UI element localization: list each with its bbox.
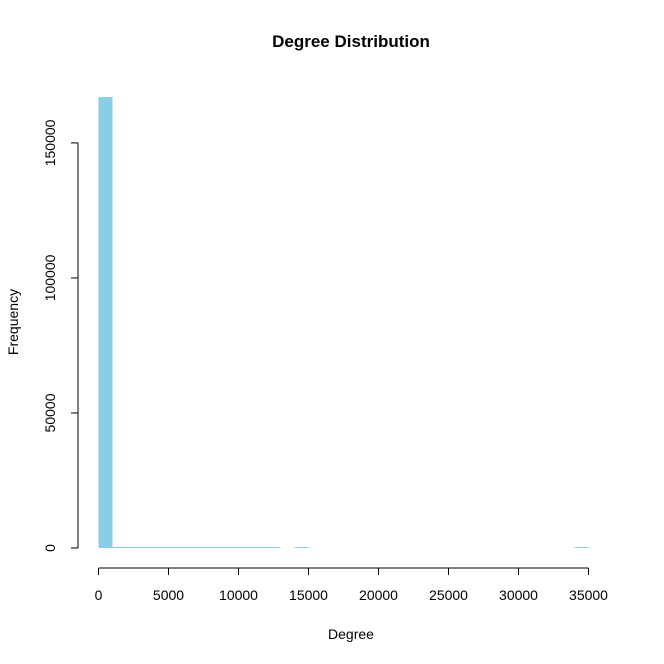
histogram-bar: [168, 547, 183, 548]
x-axis-label: Degree: [328, 626, 374, 642]
x-tick-label: 5000: [153, 587, 184, 603]
histogram-bar: [252, 547, 267, 548]
x-tick-label: 15000: [289, 587, 328, 603]
chart-title: Degree Distribution: [272, 32, 430, 51]
x-tick-label: 10000: [219, 587, 258, 603]
y-axis-label: Frequency: [5, 289, 21, 355]
y-tick-label: 0: [42, 544, 58, 552]
histogram-bar: [182, 547, 197, 548]
histogram-bar: [196, 547, 211, 548]
histogram-bar: [294, 547, 309, 548]
x-tick-label: 25000: [429, 587, 468, 603]
histogram-bar: [140, 547, 155, 548]
x-tick-label: 0: [95, 587, 103, 603]
histogram-bar: [98, 97, 113, 548]
x-axis: 0 5000 10000 15000 20000 25000 30000 35000: [95, 567, 608, 603]
bars-group: [98, 97, 589, 548]
y-tick-label: 150000: [42, 119, 58, 166]
histogram-bar: [574, 547, 589, 548]
histogram-bar: [238, 547, 253, 548]
y-tick-label: 50000: [42, 393, 58, 432]
histogram-bar: [126, 547, 141, 548]
histogram-bar: [210, 547, 225, 548]
histogram-bar: [224, 547, 239, 548]
y-tick-label: 100000: [42, 254, 58, 301]
x-tick-label: 30000: [499, 587, 538, 603]
histogram-bar: [266, 547, 281, 548]
y-axis: 0 50000 100000 150000: [42, 119, 79, 552]
x-tick-label: 20000: [359, 587, 398, 603]
histogram-bar: [154, 547, 169, 548]
histogram-bar: [112, 546, 127, 548]
x-tick-label: 35000: [569, 587, 608, 603]
